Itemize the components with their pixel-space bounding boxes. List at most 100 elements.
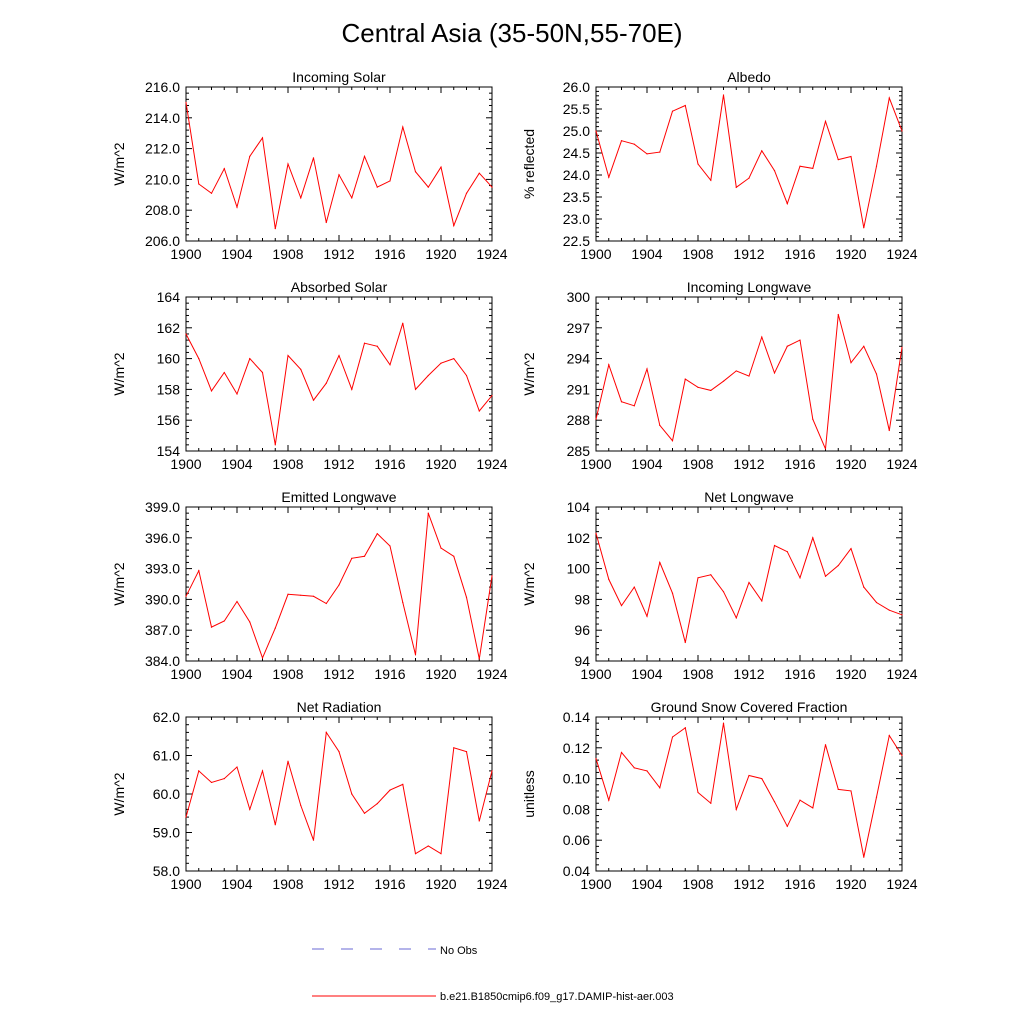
data-point <box>453 555 455 557</box>
x-tick-label: 1924 <box>886 876 917 892</box>
y-tick-label: 100 <box>567 561 591 577</box>
panel-emitted-longwave: Emitted Longwave W/m^2 1900 1904 1908 1912 191… <box>111 489 508 682</box>
data-point <box>863 227 865 229</box>
data-point <box>837 313 839 316</box>
data-point <box>837 159 839 161</box>
x-tick-label: 1908 <box>682 456 713 472</box>
data-point <box>210 390 213 392</box>
data-point <box>402 783 404 785</box>
data-point <box>300 804 302 807</box>
data-point <box>440 853 442 855</box>
data-point <box>633 767 635 769</box>
data-point <box>633 143 635 145</box>
data-point <box>312 839 315 841</box>
data-point <box>249 808 251 811</box>
data-point <box>888 734 890 737</box>
data-point <box>888 97 890 99</box>
data-point <box>338 751 340 753</box>
series-line-incoming-solar <box>185 102 493 229</box>
data-point <box>300 594 302 596</box>
panel-title: Net Radiation <box>297 699 382 715</box>
y-tick-label: 26.0 <box>563 79 590 95</box>
data-point <box>325 382 327 384</box>
plot-frame <box>595 86 903 242</box>
y-tick-label: 387.0 <box>145 622 180 638</box>
x-tick-label: 1920 <box>835 666 866 682</box>
data-point <box>312 399 315 401</box>
series-line-absorbed-solar <box>185 323 493 445</box>
y-tick-label: 288 <box>567 412 591 428</box>
data-point <box>414 853 417 855</box>
x-tick-label: 1920 <box>425 246 456 262</box>
x-tick-label: 1924 <box>476 876 507 892</box>
data-point <box>351 793 353 795</box>
panel-title: Incoming Longwave <box>687 279 812 295</box>
series-line-net-radiation <box>185 730 493 855</box>
data-point <box>620 401 623 403</box>
data-point <box>236 393 238 395</box>
x-tick-label: 1920 <box>835 246 866 262</box>
data-point <box>710 389 712 392</box>
data-point <box>402 322 404 324</box>
data-point <box>812 167 814 169</box>
data-point <box>875 373 878 375</box>
data-point <box>633 405 635 407</box>
panel-title: Ground Snow Covered Fraction <box>651 699 848 715</box>
panel-title: Emitted Longwave <box>281 489 396 505</box>
x-tick-label: 1916 <box>374 666 405 682</box>
x-tick-label: 1904 <box>631 456 662 472</box>
data-point <box>901 346 903 348</box>
data-point <box>338 584 340 586</box>
data-point <box>363 155 366 157</box>
y-tick-label: 58.0 <box>153 863 180 879</box>
x-tick-label: 1908 <box>272 666 303 682</box>
data-point <box>287 760 289 762</box>
y-tick-label: 62.0 <box>153 709 180 725</box>
series-line-albedo <box>595 94 903 228</box>
data-point <box>363 812 366 814</box>
data-point <box>491 770 493 772</box>
data-point <box>376 533 378 535</box>
data-point <box>850 547 852 550</box>
data-point <box>837 564 839 567</box>
y-tick-label: 154 <box>157 443 181 459</box>
data-point <box>249 358 251 360</box>
panel-title: Albedo <box>727 69 771 85</box>
data-point <box>722 722 725 724</box>
data-point <box>888 609 890 611</box>
data-point <box>646 770 648 772</box>
data-point <box>491 394 493 397</box>
plot-frame <box>595 716 903 872</box>
y-tick-label: 96 <box>574 622 590 638</box>
x-tick-label: 1912 <box>323 246 354 262</box>
y-tick-label: 216.0 <box>145 79 180 95</box>
data-point <box>773 170 776 172</box>
y-tick-label: 160 <box>157 351 181 367</box>
data-point <box>608 364 610 366</box>
data-point <box>748 177 750 179</box>
data-point <box>453 747 455 749</box>
data-point <box>863 345 865 347</box>
x-tick-label: 1916 <box>374 876 405 892</box>
data-point <box>710 574 712 576</box>
data-point <box>595 532 597 534</box>
data-point <box>761 600 763 602</box>
data-point <box>735 617 737 619</box>
y-axis-label: W/m^2 <box>111 562 127 605</box>
y-tick-label: 300 <box>567 289 591 305</box>
data-point <box>761 778 763 780</box>
series-line-net-longwave <box>595 533 903 643</box>
y-tick-label: 393.0 <box>145 561 180 577</box>
data-point <box>608 176 610 178</box>
data-point <box>414 654 417 656</box>
data-point <box>440 362 442 364</box>
x-tick-label: 1924 <box>476 246 507 262</box>
data-point <box>261 371 264 374</box>
data-point <box>198 183 200 185</box>
data-point <box>376 186 378 188</box>
data-point <box>363 555 366 557</box>
data-point <box>850 155 852 158</box>
data-point <box>901 614 903 616</box>
data-point <box>671 592 674 594</box>
